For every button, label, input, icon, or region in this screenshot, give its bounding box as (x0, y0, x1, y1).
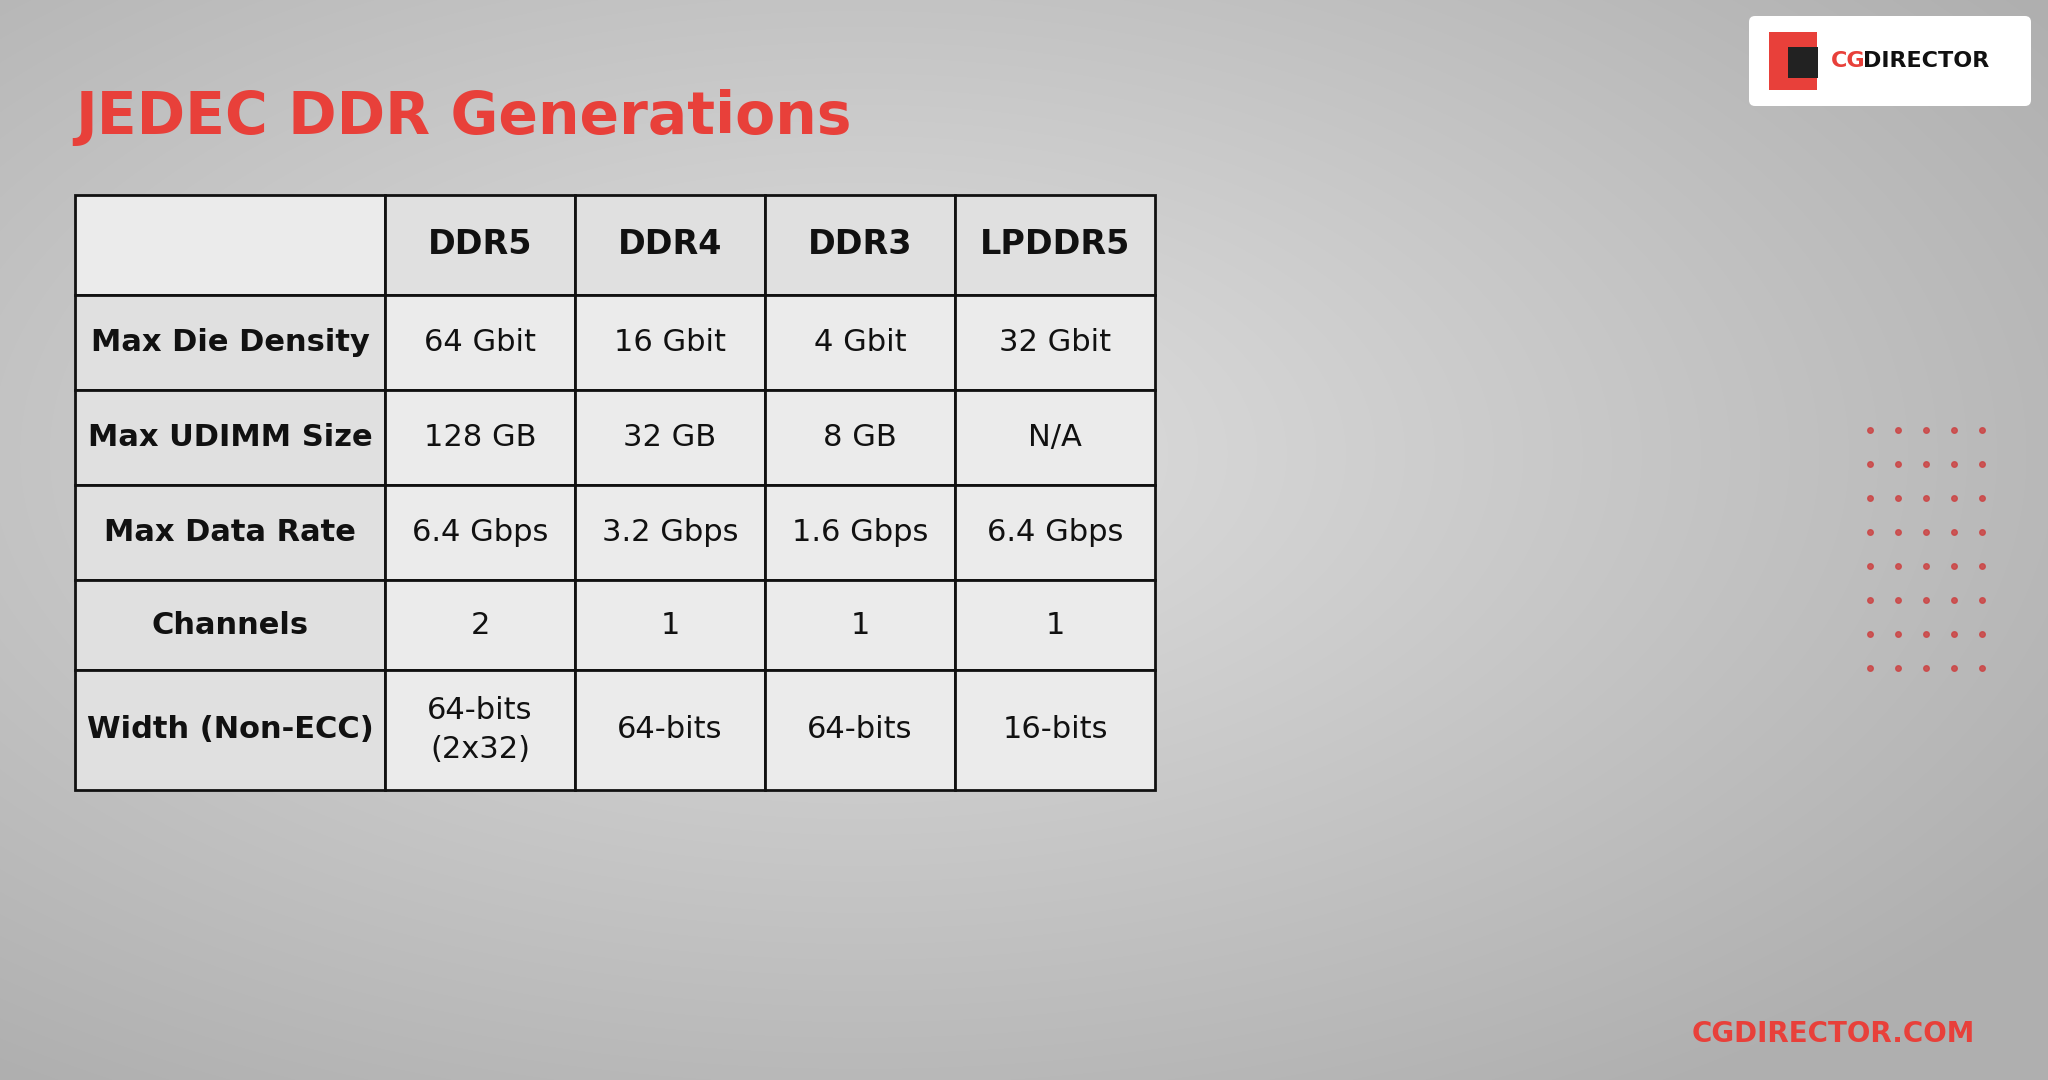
Text: 16-bits: 16-bits (1001, 715, 1108, 744)
Text: 32 Gbit: 32 Gbit (999, 328, 1112, 357)
Text: 1: 1 (850, 610, 870, 639)
Bar (766, 295, 954, 390)
Text: 1.6 Gbps: 1.6 Gbps (793, 518, 928, 546)
Bar (954, 195, 1155, 295)
Bar (385, 670, 575, 789)
Bar (575, 580, 766, 670)
Text: Max Die Density: Max Die Density (90, 328, 369, 357)
Bar (1769, 32, 1817, 90)
Text: DIRECTOR: DIRECTOR (1864, 51, 1989, 71)
Text: JEDEC DDR Generations: JEDEC DDR Generations (76, 90, 852, 147)
Text: N/A: N/A (1028, 423, 1081, 453)
Text: 128 GB: 128 GB (424, 423, 537, 453)
FancyBboxPatch shape (1749, 16, 2032, 106)
Bar (954, 295, 1155, 390)
Bar (954, 580, 1155, 670)
Bar (954, 390, 1155, 485)
Text: 1: 1 (659, 610, 680, 639)
Text: DDR5: DDR5 (428, 229, 532, 261)
Bar (575, 670, 766, 789)
Text: 6.4 Gbps: 6.4 Gbps (412, 518, 549, 546)
Bar (766, 195, 954, 295)
Text: CGDIRECTOR.COM: CGDIRECTOR.COM (1692, 1020, 1974, 1048)
Bar (766, 485, 954, 580)
Text: Max Data Rate: Max Data Rate (104, 518, 356, 546)
Text: 6.4 Gbps: 6.4 Gbps (987, 518, 1122, 546)
Bar (385, 295, 575, 390)
Bar (954, 485, 1155, 580)
Bar (76, 580, 385, 670)
Bar (575, 485, 766, 580)
Text: Max UDIMM Size: Max UDIMM Size (88, 423, 373, 453)
Bar (76, 295, 385, 390)
Text: 1: 1 (1044, 610, 1065, 639)
Text: 32 GB: 32 GB (623, 423, 717, 453)
Text: 64-bits: 64-bits (616, 715, 723, 744)
Bar (1788, 46, 1819, 79)
Text: 4 Gbit: 4 Gbit (813, 328, 907, 357)
Text: 16 Gbit: 16 Gbit (614, 328, 725, 357)
Bar (385, 580, 575, 670)
Text: Channels: Channels (152, 610, 309, 639)
Text: 2: 2 (471, 610, 489, 639)
Bar (385, 195, 575, 295)
Text: DDR3: DDR3 (807, 229, 911, 261)
Text: Width (Non-ECC): Width (Non-ECC) (86, 715, 373, 744)
Text: 64 Gbit: 64 Gbit (424, 328, 537, 357)
Bar (76, 390, 385, 485)
Bar (766, 580, 954, 670)
Text: 64-bits: 64-bits (807, 715, 913, 744)
Text: LPDDR5: LPDDR5 (979, 229, 1130, 261)
Bar (76, 195, 385, 295)
Text: 3.2 Gbps: 3.2 Gbps (602, 518, 737, 546)
Bar (954, 670, 1155, 789)
Bar (385, 390, 575, 485)
Text: DDR4: DDR4 (618, 229, 723, 261)
Bar (76, 485, 385, 580)
Bar (385, 485, 575, 580)
Text: CG: CG (1831, 51, 1866, 71)
Bar (766, 390, 954, 485)
Bar (766, 670, 954, 789)
Text: 8 GB: 8 GB (823, 423, 897, 453)
Bar (76, 670, 385, 789)
Bar (575, 390, 766, 485)
Text: 64-bits
(2x32): 64-bits (2x32) (428, 697, 532, 764)
Bar (575, 295, 766, 390)
Bar (575, 195, 766, 295)
